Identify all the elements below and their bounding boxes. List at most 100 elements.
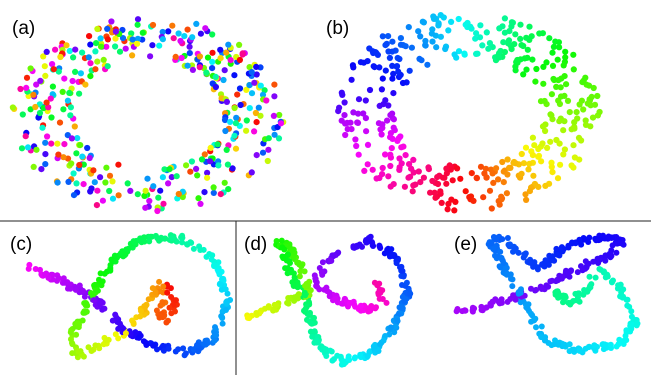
panel-a-point xyxy=(66,47,73,55)
panel-c-point xyxy=(37,266,43,273)
panel-c-point xyxy=(154,346,160,353)
panel-a-point xyxy=(181,33,188,40)
panel-e-point xyxy=(628,308,635,315)
panel-a-point xyxy=(264,157,271,165)
panel-a-point xyxy=(248,69,255,76)
panel-c-point xyxy=(152,232,159,239)
panel-b-point xyxy=(512,31,519,38)
panel-c-point xyxy=(82,300,89,306)
panel-e-point xyxy=(504,298,511,305)
panel-b-point xyxy=(591,101,599,108)
panel-a-point xyxy=(77,142,84,149)
panel-a-point xyxy=(233,114,240,121)
panel-a-point xyxy=(73,150,80,157)
panel-b-point xyxy=(390,124,397,131)
panel-b-point xyxy=(448,18,455,25)
panel-a-point xyxy=(243,86,250,93)
panel-a-point xyxy=(87,41,94,48)
panel-a-point xyxy=(271,131,278,138)
panel-e-point xyxy=(623,337,630,344)
panel-a-point xyxy=(65,178,72,185)
panel-b-point xyxy=(561,118,568,125)
panel-a-point xyxy=(165,180,172,187)
panel-a-point xyxy=(71,123,78,130)
panel-e-point xyxy=(590,258,597,265)
panel-b-point xyxy=(347,119,354,126)
panel-b-point xyxy=(440,14,447,21)
panel-b-point xyxy=(399,79,407,87)
panel-b-point xyxy=(553,83,560,90)
panel-b-point xyxy=(429,177,436,185)
panel-a-point xyxy=(116,48,124,55)
panel-c-point xyxy=(163,319,170,326)
panel-a-point xyxy=(184,26,191,33)
panel-e-point xyxy=(469,304,476,311)
panel-b-point xyxy=(468,25,475,32)
panel-a-point xyxy=(66,89,73,96)
panel-d-point xyxy=(375,289,382,296)
panel-b-point xyxy=(562,54,569,61)
panel-c-point xyxy=(179,239,185,246)
panel-e-point xyxy=(512,296,519,303)
panel-a-point xyxy=(214,141,221,148)
panel-b-point xyxy=(389,38,396,45)
panel-a-point xyxy=(90,167,97,174)
panel-b-point xyxy=(445,200,452,207)
panel-b-point xyxy=(585,82,593,89)
panel-b-point xyxy=(434,174,441,181)
panel-a-point xyxy=(222,127,229,135)
panel-d-point xyxy=(398,263,405,270)
panel-b-point xyxy=(507,164,514,171)
panel-b-point xyxy=(571,154,579,161)
panel-a-point xyxy=(271,81,278,88)
panel-b-point xyxy=(480,194,487,201)
panel-a-point xyxy=(87,73,94,80)
panel-b-point xyxy=(396,166,403,173)
panel-d-point xyxy=(387,324,394,331)
panel-d-point xyxy=(308,320,315,327)
panel-b-point xyxy=(455,48,463,55)
panel-b-point xyxy=(417,179,424,186)
panel-b-point xyxy=(512,63,519,70)
panel-d-point xyxy=(403,279,410,286)
panel-a-point xyxy=(72,46,79,53)
panel-a-point xyxy=(86,154,93,162)
panel-b-point xyxy=(387,134,394,141)
panel-a-point xyxy=(60,154,67,161)
panel-d-point xyxy=(309,333,316,340)
panel-b-point xyxy=(548,91,556,98)
panel-c-point xyxy=(141,303,148,310)
panel-c-point xyxy=(159,299,166,306)
panel-b-point xyxy=(529,134,537,141)
panel-b-point xyxy=(434,180,442,188)
panel-a-point xyxy=(189,34,196,41)
panel-b-point xyxy=(556,140,563,147)
panel-b-point xyxy=(390,70,397,77)
panel-c-point xyxy=(122,330,129,337)
panel-b-point xyxy=(530,172,537,179)
panel-a-point xyxy=(56,119,64,126)
panel-b-point xyxy=(558,93,565,100)
panel-b-point xyxy=(362,97,369,104)
panel-b-point xyxy=(364,161,371,168)
panel-d-point xyxy=(318,269,325,276)
panel-d-point xyxy=(289,246,296,253)
panel-b-point xyxy=(443,180,450,187)
panel-a-point xyxy=(210,184,217,191)
panel-b-point xyxy=(384,117,391,124)
panel-b-point xyxy=(389,62,396,69)
panel-b-point xyxy=(451,51,458,58)
panel-b-point xyxy=(510,158,518,166)
panel-b-point xyxy=(523,34,530,41)
panel-c-point xyxy=(80,353,87,360)
panel-b-point xyxy=(548,112,555,119)
panel-b-point xyxy=(412,181,419,188)
panel-b-point xyxy=(490,179,497,186)
panel-b-point xyxy=(350,64,357,71)
panel-e-point xyxy=(528,318,535,325)
panel-a-point xyxy=(234,91,241,98)
panel-label-a: (a) xyxy=(12,18,35,39)
panel-b-point xyxy=(554,56,561,63)
panel-b-point xyxy=(401,183,408,190)
panel-b-point xyxy=(477,22,484,29)
